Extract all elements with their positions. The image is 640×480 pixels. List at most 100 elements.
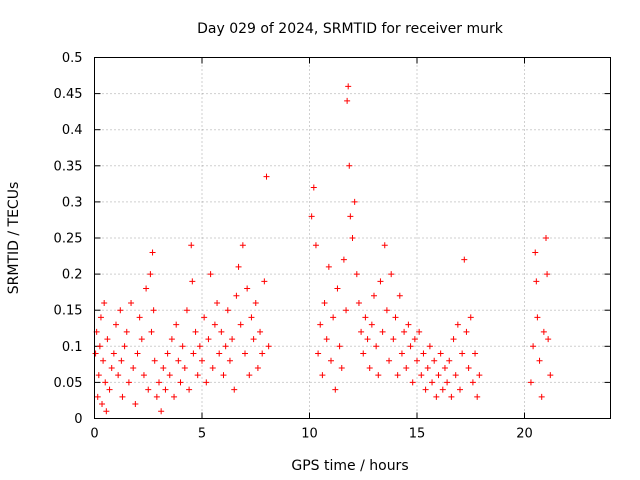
data-point: [540, 328, 547, 335]
data-point: [457, 386, 463, 393]
plot-frame: [94, 57, 611, 419]
data-point: [461, 256, 468, 263]
data-point: [527, 379, 534, 386]
data-point: [545, 336, 552, 343]
data-point: [338, 364, 345, 371]
data-point: [533, 278, 540, 285]
data-point: [312, 242, 319, 249]
data-point: [435, 372, 442, 379]
data-point: [390, 336, 397, 343]
data-point: [97, 314, 104, 321]
data-point: [199, 357, 205, 364]
data-point: [437, 350, 444, 357]
data-point: [544, 271, 551, 278]
data-point: [386, 357, 393, 364]
data-point: [115, 372, 122, 379]
data-point: [362, 314, 369, 321]
data-point: [132, 401, 139, 408]
data-point: [134, 350, 141, 357]
data-point: [321, 299, 328, 306]
y-tick-label: 0.05: [54, 376, 83, 391]
data-point: [431, 357, 438, 364]
data-point: [248, 314, 255, 321]
data-point: [429, 379, 436, 386]
data-point: [214, 299, 221, 306]
data-point: [136, 314, 143, 321]
chart-title: Day 029 of 2024, SRMTID for receiver mur…: [197, 21, 504, 37]
data-point: [543, 235, 549, 241]
x-tick-label: 0: [90, 427, 98, 442]
data-point: [439, 386, 446, 393]
data-point: [534, 314, 541, 321]
data-point: [538, 393, 545, 400]
data-point: [160, 364, 167, 371]
data-point: [104, 336, 111, 343]
data-point: [377, 278, 384, 285]
data-point: [392, 314, 399, 321]
data-point: [205, 336, 212, 343]
data-point: [344, 97, 351, 104]
data-point: [102, 379, 109, 386]
data-point: [164, 350, 171, 357]
data-point: [194, 372, 201, 379]
x-axis-label: GPS time / hours: [291, 458, 408, 474]
data-point: [346, 162, 353, 169]
data-point: [351, 198, 358, 205]
data-point: [446, 357, 453, 364]
data-point: [416, 328, 423, 335]
data-point: [409, 379, 416, 386]
data-point: [364, 336, 371, 343]
data-point: [192, 328, 199, 335]
data-point: [246, 372, 253, 379]
data-point: [394, 372, 401, 379]
data-point: [401, 328, 408, 335]
data-point: [330, 314, 337, 321]
data-point: [353, 271, 360, 278]
data-point: [181, 364, 188, 371]
data-point: [340, 256, 347, 263]
data-point: [441, 364, 448, 371]
data-point: [472, 350, 479, 357]
data-point: [334, 285, 341, 292]
data-point: [263, 173, 270, 180]
data-point: [108, 364, 115, 371]
data-point: [257, 328, 264, 335]
x-tick-label: 15: [409, 427, 426, 442]
y-tick-label: 0.5: [62, 51, 83, 66]
y-tick-label: 0.4: [62, 123, 83, 138]
data-point: [233, 292, 240, 299]
data-point: [96, 343, 103, 350]
data-point: [117, 307, 124, 314]
data-point: [469, 379, 476, 386]
data-point: [101, 299, 108, 306]
data-point: [148, 328, 155, 335]
data-point: [317, 321, 324, 328]
data-point: [173, 321, 180, 328]
data-point: [211, 321, 218, 328]
data-point: [414, 357, 420, 364]
data-point: [407, 343, 414, 350]
data-point: [411, 336, 418, 343]
y-tick-label: 0.45: [54, 87, 83, 102]
data-point: [209, 364, 216, 371]
data-point: [254, 364, 261, 371]
data-point: [381, 242, 388, 249]
y-tick-label: 0.2: [62, 268, 83, 283]
data-point: [106, 386, 113, 393]
data-point: [332, 386, 339, 393]
data-point: [349, 235, 356, 241]
data-point: [347, 213, 354, 220]
data-point: [418, 372, 425, 379]
data-point: [222, 343, 229, 350]
data-point: [444, 379, 451, 386]
data-point: [375, 372, 382, 379]
data-point: [265, 343, 272, 350]
data-point: [530, 343, 537, 350]
data-point: [355, 299, 362, 306]
data-point: [450, 336, 457, 343]
data-point: [315, 350, 322, 357]
data-points: [92, 83, 554, 415]
data-point: [103, 408, 110, 415]
data-point: [319, 372, 326, 379]
